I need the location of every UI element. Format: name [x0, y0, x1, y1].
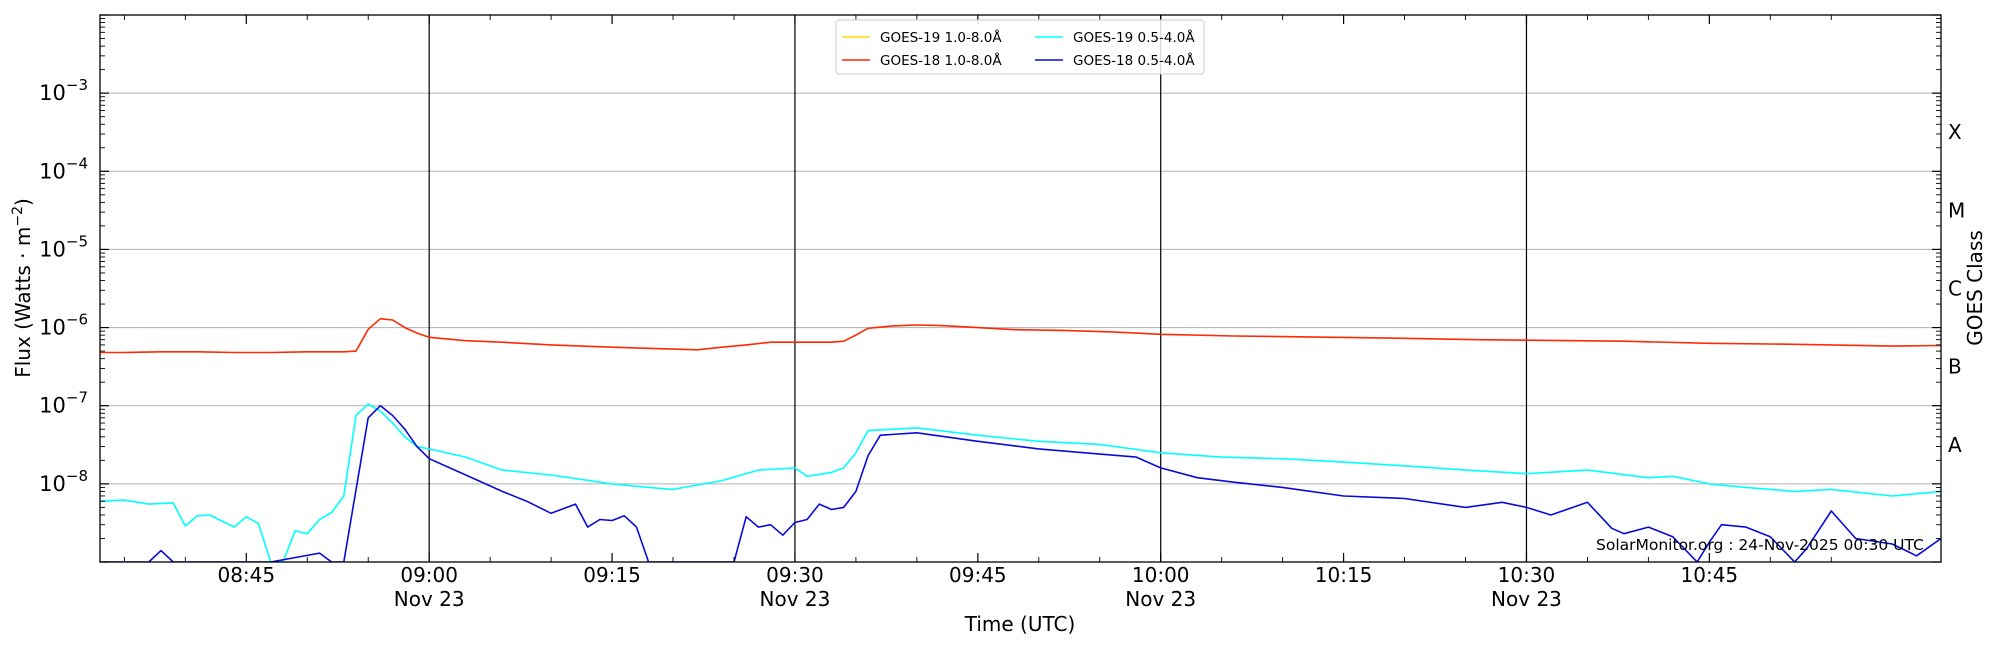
- x-tick-sublabel: Nov 23: [1491, 587, 1562, 611]
- series-goes18-long: [100, 317, 1941, 354]
- legend-label-goes18-long: GOES-18 1.0-8.0Å: [880, 52, 1002, 69]
- x-axis-label: Time (UTC): [964, 612, 1076, 636]
- x-tick-label: 09:00: [400, 563, 458, 587]
- grid-layer: [100, 92, 1941, 485]
- goes-class-label: C: [1948, 277, 1962, 301]
- vertical-lines-layer: [428, 15, 1528, 562]
- legend: GOES-19 1.0-8.0Å GOES-18 1.0-8.0Å GOES-1…: [835, 19, 1205, 75]
- x-tick-sublabel: Nov 23: [394, 587, 465, 611]
- x-tick-label: 10:30: [1498, 563, 1556, 587]
- x-tick-label: 10:45: [1681, 563, 1739, 587]
- plot-frame: [99, 14, 1942, 563]
- goes-class-label: X: [1948, 120, 1962, 144]
- x-tick-label: 09:15: [583, 563, 641, 587]
- x-tick-sublabel: Nov 23: [760, 587, 831, 611]
- y-tick-label: 10−6: [39, 311, 88, 340]
- y-tick-label: 10−8: [39, 467, 88, 496]
- x-tick-label: 09:45: [949, 563, 1007, 587]
- source-annotation: SolarMonitor.org : 24-Nov-2025 00:30 UTC: [1596, 536, 1924, 554]
- legend-label-goes19-long: GOES-19 1.0-8.0Å: [880, 29, 1002, 46]
- x-tick-sublabel: Nov 23: [1125, 587, 1196, 611]
- goes-class-label: M: [1948, 198, 1965, 222]
- legend-label-goes18-short: GOES-18 0.5-4.0Å: [1073, 52, 1195, 69]
- y-tick-label: 10−3: [39, 76, 88, 105]
- x-tick-label: 10:00: [1132, 563, 1190, 587]
- legend-label-goes19-short: GOES-19 0.5-4.0Å: [1073, 29, 1195, 46]
- goes-class-axis-label: GOES Class: [1963, 230, 1987, 346]
- goes-class-label: A: [1948, 433, 1962, 457]
- y-axis-label: Flux (Watts · m−2): [10, 198, 35, 378]
- tick-layer: [100, 14, 1941, 563]
- y-axis-label-close: ): [11, 198, 35, 206]
- y-axis-label-exponent: −2: [10, 206, 26, 227]
- legend-box: [835, 19, 1205, 75]
- x-tick-label: 10:15: [1315, 563, 1373, 587]
- x-tick-label: 08:45: [217, 563, 275, 587]
- y-tick-label: 10−5: [39, 232, 88, 261]
- y-tick-label: 10−4: [39, 154, 88, 183]
- y-tick-label: 10−7: [39, 389, 88, 418]
- series-goes19-short: [100, 403, 1941, 562]
- goes-class-label: B: [1948, 355, 1962, 379]
- series-goes18-short: [100, 404, 1941, 562]
- x-tick-label: 09:30: [766, 563, 824, 587]
- series-layer: [100, 317, 1941, 562]
